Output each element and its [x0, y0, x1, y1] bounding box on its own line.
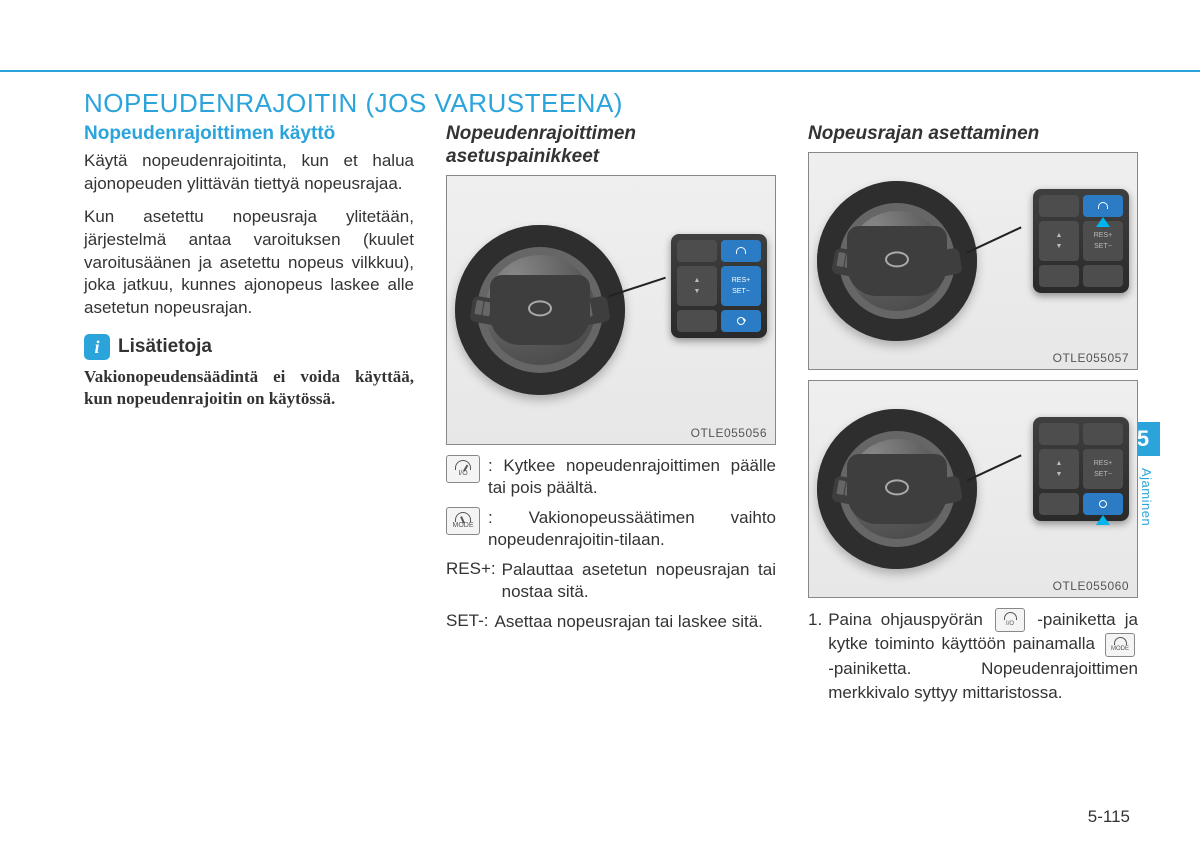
button-callout: ▲▼ RES+SET− — [671, 234, 767, 338]
io-icon: I/O — [446, 455, 480, 483]
arrow-up-icon — [1096, 217, 1110, 227]
top-rule — [0, 70, 1200, 72]
res-key: RES+: — [446, 559, 496, 603]
steering-wheel-icon — [817, 181, 977, 341]
set-val: Asettaa nopeusrajan tai laskee sitä. — [495, 611, 776, 633]
main-heading: NOPEUDENRAJOITIN (JOS VARUSTEENA) — [84, 88, 1140, 119]
step-c: -painiketta. Nopeudenrajoittimen merkkiv… — [828, 659, 1138, 702]
step-a: Paina ohjauspyörän — [828, 610, 983, 629]
figure-set-2: ▲▼ RES+SET− OTLE055060 — [808, 380, 1138, 598]
res-val: Palauttaa asetetun nopeusrajan tai nosta… — [502, 559, 776, 603]
chapter-label: Ajaminen — [1139, 468, 1154, 526]
columns: Nopeudenrajoittimen käyttö Käytä nopeude… — [84, 123, 1140, 704]
figure-buttons: ▲▼ RES+SET− OTLE055056 — [446, 175, 776, 445]
col1-title: Nopeudenrajoittimen käyttö — [84, 123, 414, 146]
info-title: Lisätietoja — [118, 336, 212, 358]
mode-icon: MODE — [446, 507, 480, 535]
col2-title: Nopeudenrajoittimen asetuspainikkeet — [446, 123, 776, 169]
inline-io-icon: I/O — [995, 608, 1025, 632]
page-number: 5-115 — [1088, 807, 1130, 827]
step-1: 1. Paina ohjauspyörän I/O -painiketta ja… — [808, 608, 1138, 705]
icon-def-1: I/O : Kytkee nopeudenrajoittimen päälle … — [446, 455, 776, 499]
icon1-text: Kytkee nopeudenrajoittimen päälle tai po… — [488, 456, 776, 497]
icon2-text: Vakionopeussäätimen vaihto nopeudenrajoi… — [488, 508, 776, 549]
steering-wheel-icon — [817, 409, 977, 569]
info-text: Vakionopeudensäädintä ei voida käyttää, … — [84, 366, 414, 410]
column-3: Nopeusrajan asettaminen — [808, 123, 1138, 704]
steering-wheel-icon — [455, 225, 625, 395]
icon-def-2: MODE : Vakionopeussäätimen vaihto nopeud… — [446, 507, 776, 551]
info-icon: i — [84, 334, 110, 360]
col3-title: Nopeusrajan asettaminen — [808, 123, 1138, 146]
figure-set-1: ▲▼ RES+SET− OTLE055057 — [808, 152, 1138, 370]
fig-caption-3: OTLE055060 — [1053, 579, 1129, 593]
inline-mode-icon: MODE — [1105, 633, 1135, 657]
arrow-up-icon — [1096, 515, 1110, 525]
info-row: i Lisätietoja — [84, 334, 414, 360]
column-2: Nopeudenrajoittimen asetuspainikkeet ▲▼ — [446, 123, 776, 704]
page-content: NOPEUDENRAJOITIN (JOS VARUSTEENA) Nopeud… — [84, 88, 1140, 704]
button-callout: ▲▼ RES+SET− — [1033, 417, 1129, 521]
button-callout: ▲▼ RES+SET− — [1033, 189, 1129, 293]
step-number: 1. — [808, 608, 822, 705]
fig-caption-1: OTLE055056 — [691, 426, 767, 440]
col1-p1: Käytä nopeudenrajoitinta, kun et halua a… — [84, 150, 414, 196]
column-1: Nopeudenrajoittimen käyttö Käytä nopeude… — [84, 123, 414, 704]
set-key: SET-: — [446, 611, 489, 633]
col1-p2: Kun asetettu nopeusraja ylitetään, järje… — [84, 206, 414, 321]
set-row: SET-: Asettaa nopeusrajan tai laskee sit… — [446, 611, 776, 633]
fig-caption-2: OTLE055057 — [1053, 351, 1129, 365]
res-row: RES+: Palauttaa asetetun nopeusrajan tai… — [446, 559, 776, 603]
